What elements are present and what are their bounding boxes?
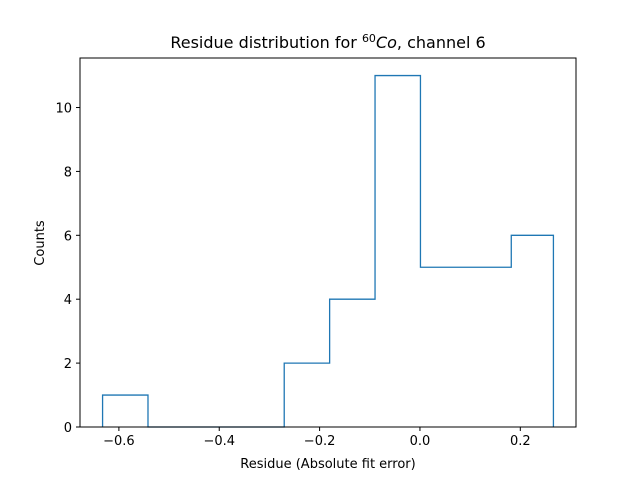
histogram-bin <box>330 299 375 427</box>
x-axis-ticks: −0.6 −0.4 −0.2 0.0 0.2 <box>103 427 531 449</box>
x-tick-label: 0.2 <box>510 434 531 449</box>
x-tick-label: 0.0 <box>410 434 431 449</box>
title-superscript: 60 <box>362 32 376 45</box>
title-suffix: , channel 6 <box>397 33 486 52</box>
x-tick-label: −0.6 <box>103 434 135 449</box>
histogram-bin <box>375 76 420 427</box>
y-tick-label: 6 <box>64 229 72 244</box>
title-prefix: Residue distribution for <box>170 33 362 52</box>
x-axis-label: Residue (Absolute fit error) <box>240 457 415 472</box>
title-element: Co <box>376 33 397 52</box>
x-tick-label: −0.4 <box>203 434 235 449</box>
histogram-bin <box>466 267 511 427</box>
histogram-bin <box>420 267 465 427</box>
x-tick-label: −0.2 <box>304 434 336 449</box>
y-tick-label: 0 <box>64 421 72 436</box>
y-axis-ticks: 0 2 4 6 8 10 <box>55 102 80 436</box>
histogram-bin <box>511 235 553 427</box>
y-tick-label: 10 <box>55 102 72 117</box>
y-tick-label: 8 <box>64 165 72 180</box>
axes-frame <box>79 57 577 428</box>
histogram-bin <box>284 363 329 427</box>
y-tick-label: 2 <box>64 357 72 372</box>
histogram-bin <box>103 395 148 427</box>
y-axis-label: Counts <box>33 220 48 266</box>
chart-title: Residue distribution for 60Co, channel 6 <box>170 32 485 52</box>
y-tick-label: 4 <box>64 293 72 308</box>
